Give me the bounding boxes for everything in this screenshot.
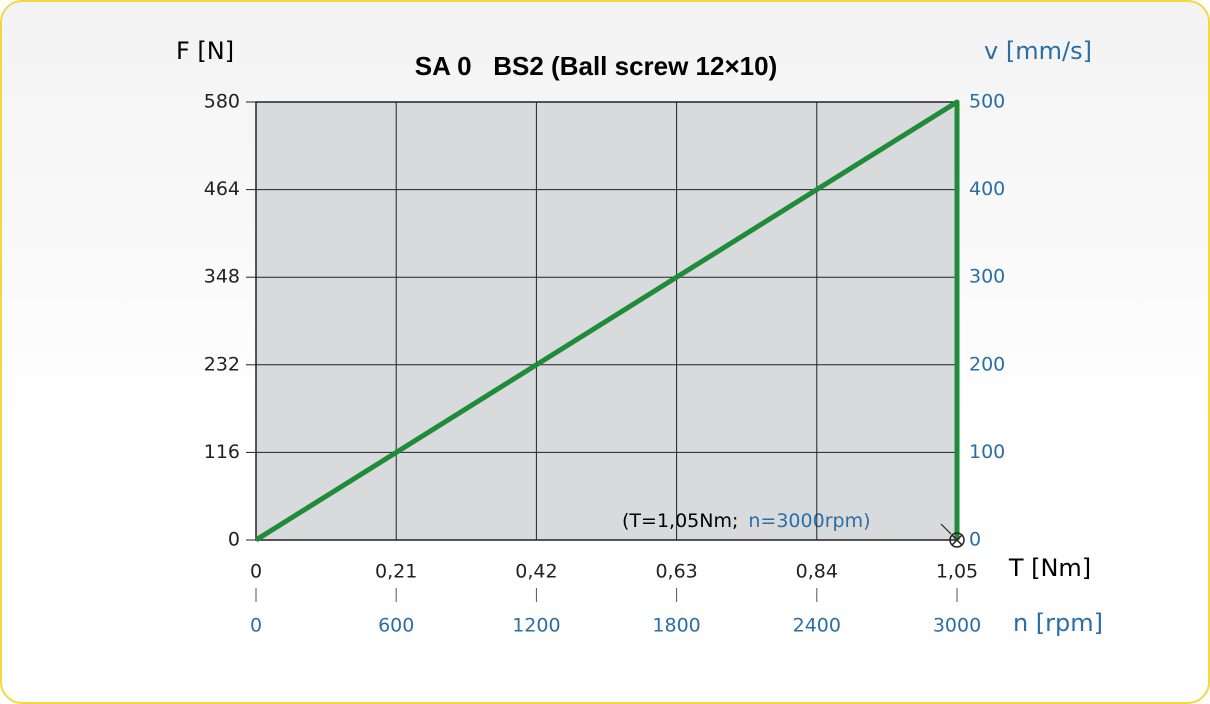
y-tick-label: 580 [204, 91, 240, 113]
y-tick-label: 0 [228, 529, 240, 551]
x2-tick-label: 3000 [933, 615, 981, 637]
x-tick-label: 0,63 [655, 561, 697, 583]
end-marker-part [949, 532, 965, 548]
end-marker-part [951, 534, 963, 546]
y2-tick-label: 200 [969, 353, 1005, 375]
y2-tick-label: 500 [969, 91, 1005, 113]
annotation: (T=1,05Nm; n=3000rpm) [622, 510, 870, 532]
x2-tick-label: 600 [378, 615, 414, 637]
line [254, 99, 960, 543]
x2-tick-label: 1800 [652, 615, 700, 637]
x-tick-label: 0 [250, 561, 262, 583]
y-tick-label: 232 [204, 353, 240, 375]
x2-tick-label: 0 [250, 615, 262, 637]
y-axis-label: F [N] [176, 37, 234, 65]
x2-tick-label: 2400 [793, 615, 841, 637]
x-tick-label: 0,21 [375, 561, 417, 583]
x-tick-label: 0,84 [796, 561, 838, 583]
y-tick-label: 116 [204, 441, 240, 463]
y2-tick-label: 300 [969, 266, 1005, 288]
x-tick-label: 0,42 [515, 561, 557, 583]
x2-axis-label: n [rpm] [1013, 609, 1103, 637]
chart-title: SA 0 BS2 (Ball screw 12×10) [415, 51, 778, 81]
x-tick-label: 1,05 [936, 561, 978, 583]
y-tick-label: 464 [204, 178, 240, 200]
y2-axis-label: v [mm/s] [984, 37, 1092, 65]
annotation-leader [940, 523, 952, 535]
end-marker [949, 532, 965, 548]
x2-tick-label: 1200 [512, 615, 560, 637]
y2-tick-label: 0 [969, 529, 981, 551]
y-tick-label: 348 [204, 266, 240, 288]
chart: SA 0 BS2 (Ball screw 12×10) F [N] v [mm/… [176, 37, 1103, 637]
y2-tick-label: 100 [969, 441, 1005, 463]
x-axis-label: T [Nm] [1008, 554, 1091, 582]
y2-tick-label: 400 [969, 178, 1005, 200]
annotation-part: n=3000rpm) [748, 510, 870, 532]
annotation-part: (T=1,05Nm; [622, 510, 738, 532]
